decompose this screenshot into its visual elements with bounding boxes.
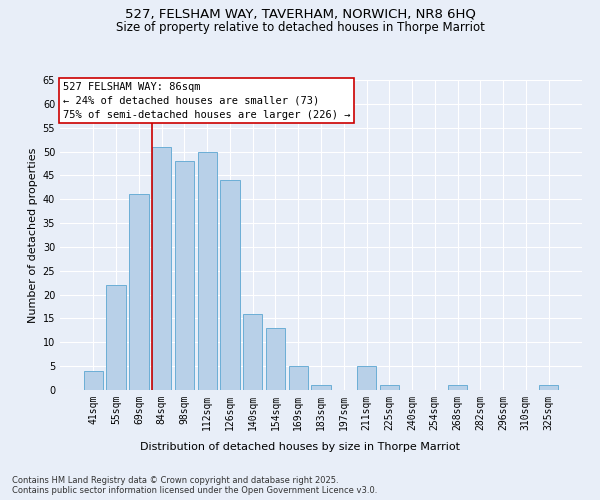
Bar bbox=[84, 371, 103, 390]
Bar bbox=[539, 385, 558, 390]
Bar bbox=[129, 194, 149, 390]
Text: Distribution of detached houses by size in Thorpe Marriot: Distribution of detached houses by size … bbox=[140, 442, 460, 452]
Bar bbox=[197, 152, 217, 390]
Bar bbox=[289, 366, 308, 390]
Bar bbox=[311, 385, 331, 390]
Text: Contains HM Land Registry data © Crown copyright and database right 2025.
Contai: Contains HM Land Registry data © Crown c… bbox=[12, 476, 377, 495]
Text: 527 FELSHAM WAY: 86sqm
← 24% of detached houses are smaller (73)
75% of semi-det: 527 FELSHAM WAY: 86sqm ← 24% of detached… bbox=[62, 82, 350, 120]
Bar bbox=[266, 328, 285, 390]
Bar bbox=[243, 314, 262, 390]
Bar bbox=[380, 385, 399, 390]
Bar bbox=[152, 147, 172, 390]
Text: Size of property relative to detached houses in Thorpe Marriot: Size of property relative to detached ho… bbox=[116, 21, 484, 34]
Y-axis label: Number of detached properties: Number of detached properties bbox=[28, 148, 38, 322]
Bar bbox=[220, 180, 239, 390]
Bar bbox=[357, 366, 376, 390]
Bar bbox=[106, 285, 126, 390]
Bar bbox=[448, 385, 467, 390]
Bar bbox=[175, 161, 194, 390]
Text: 527, FELSHAM WAY, TAVERHAM, NORWICH, NR8 6HQ: 527, FELSHAM WAY, TAVERHAM, NORWICH, NR8… bbox=[125, 8, 475, 20]
